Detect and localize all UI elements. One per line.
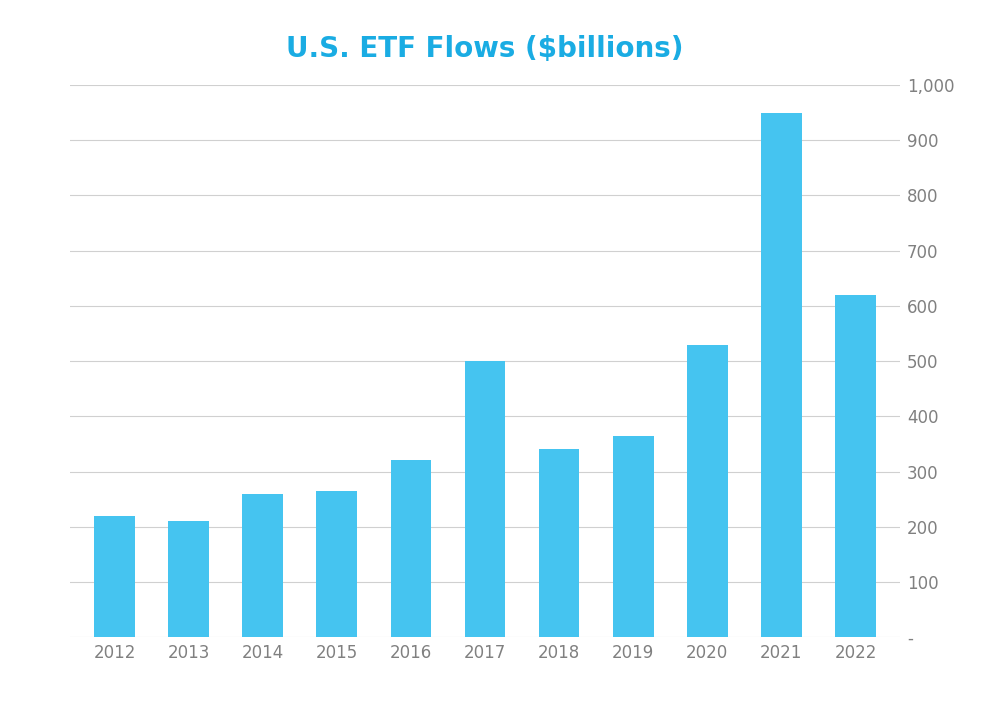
- Bar: [835, 295, 876, 637]
- Bar: [465, 361, 505, 637]
- Bar: [391, 460, 431, 637]
- Bar: [94, 515, 135, 637]
- Bar: [613, 435, 654, 637]
- Bar: [687, 345, 728, 637]
- Bar: [168, 521, 209, 637]
- Bar: [316, 491, 357, 637]
- Bar: [761, 113, 802, 637]
- Bar: [539, 450, 579, 637]
- Title: U.S. ETF Flows ($billions): U.S. ETF Flows ($billions): [286, 35, 684, 63]
- Bar: [242, 493, 283, 637]
